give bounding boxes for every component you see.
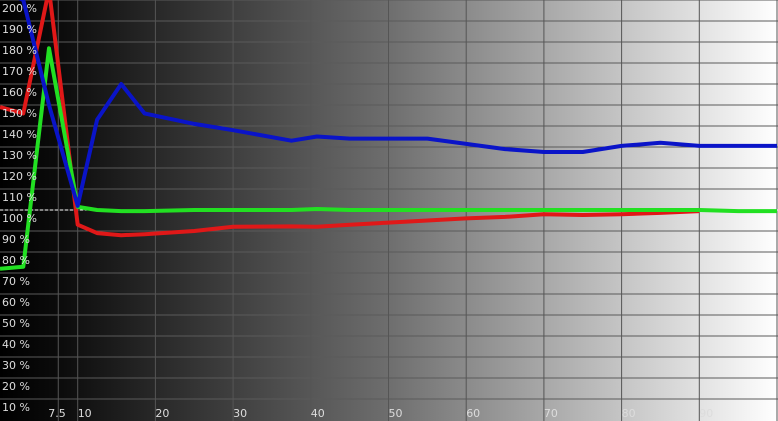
y-tick-label: 160 % <box>2 86 37 99</box>
y-tick-label: 30 % <box>2 359 30 372</box>
x-tick-label: 90 <box>699 407 713 420</box>
y-tick-label: 80 % <box>2 254 30 267</box>
y-tick-label: 120 % <box>2 170 37 183</box>
y-tick-label: 40 % <box>2 338 30 351</box>
x-tick-label: 50 <box>389 407 403 420</box>
series-line-0 <box>0 0 700 238</box>
y-tick-label: 180 % <box>2 44 37 57</box>
y-tick-label: 140 % <box>2 128 37 141</box>
y-tick-label: 100 % <box>2 212 37 225</box>
x-tick-label: 40 <box>311 407 325 420</box>
y-tick-label: 110 % <box>2 191 37 204</box>
y-axis-ticks: 10 % 20 % 30 % 40 % 50 % 60 % 70 % 80 % 90 % 100 … <box>2 2 37 414</box>
y-tick-label: 150 % <box>2 107 37 120</box>
y-tick-label: 50 % <box>2 317 30 330</box>
y-tick-label: 170 % <box>2 65 37 78</box>
x-tick-label: 20 <box>155 407 169 420</box>
y-tick-label: 200 % <box>2 2 37 15</box>
x-tick-label: 80 <box>622 407 636 420</box>
x-axis-ticks: 7.5 10 20 30 40 50 60 70 80 90 <box>48 407 713 420</box>
y-tick-label: 90 % <box>2 233 30 246</box>
y-tick-label: 10 % <box>2 401 30 414</box>
series-group <box>0 0 777 271</box>
series-line-2 <box>18 0 777 208</box>
y-tick-label: 20 % <box>2 380 30 393</box>
y-tick-label: 70 % <box>2 275 30 288</box>
series-line-1 <box>0 46 777 271</box>
x-tick-label: 30 <box>233 407 247 420</box>
y-tick-label: 130 % <box>2 149 37 162</box>
y-tick-label: 60 % <box>2 296 30 309</box>
y-tick-label: 190 % <box>2 23 37 36</box>
x-tick-label: 7.5 <box>48 407 66 420</box>
x-tick-label: 70 <box>544 407 558 420</box>
x-tick-label: 60 <box>466 407 480 420</box>
x-tick-label: 10 <box>78 407 92 420</box>
